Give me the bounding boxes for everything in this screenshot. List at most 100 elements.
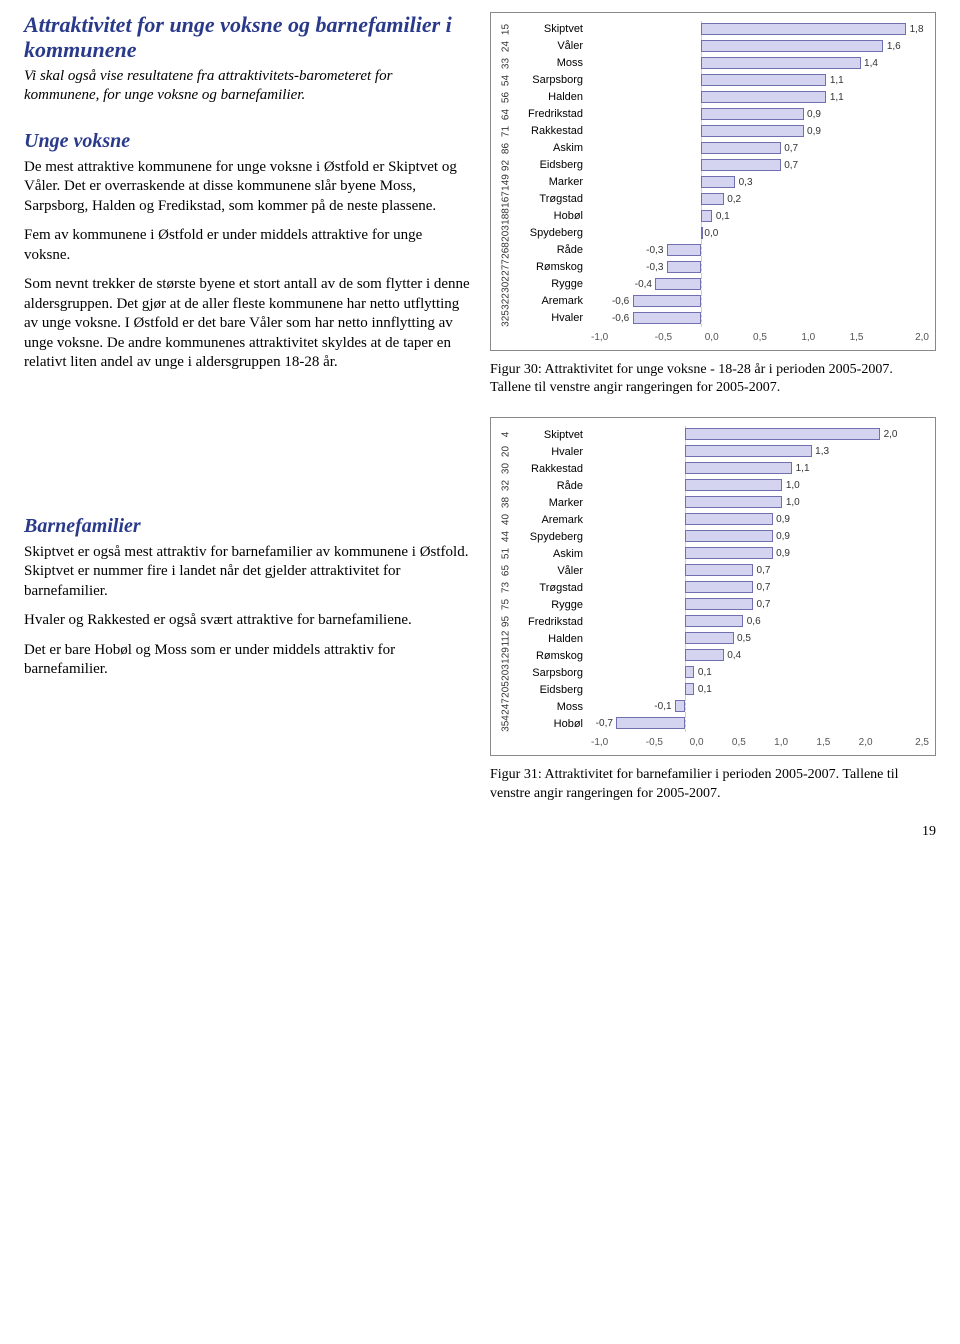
value-label: 1,4 — [864, 57, 878, 70]
axis-tick: -1,0 — [591, 331, 639, 344]
x-axis: -1,0-0,50,00,51,01,52,0 — [591, 331, 929, 344]
category-label: Råde — [515, 243, 587, 257]
fig30-caption: Figur 30: Attraktivitet for unge voksne … — [490, 361, 936, 397]
value-label: 0,3 — [739, 176, 753, 189]
rank-label: 54 — [500, 72, 513, 90]
category-label: Askim — [515, 141, 587, 155]
bar — [701, 142, 781, 154]
bar — [685, 598, 753, 610]
value-label: 0,9 — [807, 125, 821, 138]
chart-row: 302Rygge-0,4 — [497, 276, 929, 293]
chart-row: 33Moss1,4 — [497, 55, 929, 72]
value-label: 1,1 — [830, 74, 844, 87]
page-title: Attraktivitet for unge voksne og barnefa… — [24, 12, 470, 63]
rank-label: 188 — [500, 208, 513, 226]
bar — [701, 125, 804, 137]
chart-row: 188Hobøl 0,1 — [497, 208, 929, 225]
bar — [685, 445, 812, 457]
value-label: 1,8 — [910, 23, 924, 36]
rank-label: 92 — [500, 157, 513, 175]
bar — [685, 632, 734, 644]
bar — [685, 547, 773, 559]
bar — [685, 462, 792, 474]
rank-label: 24 — [500, 38, 513, 56]
axis-tick: -0,5 — [633, 736, 675, 749]
axis-tick: 1,5 — [832, 331, 880, 344]
category-label: Skiptvet — [515, 22, 587, 36]
chart-row: 205Eidsberg0,1 — [497, 681, 929, 698]
bar — [685, 428, 880, 440]
chart-row: 32Råde1,0 — [497, 477, 929, 494]
axis-tick: 0,5 — [736, 331, 784, 344]
bar — [685, 496, 783, 508]
value-label: 0,7 — [757, 564, 771, 577]
bar — [685, 649, 724, 661]
bar — [701, 210, 712, 222]
unge-p1: De mest attraktive kommunene for unge vo… — [24, 158, 470, 217]
category-label: Hobøl — [515, 209, 587, 223]
value-label: 0,7 — [757, 598, 771, 611]
category-label: Hvaler — [515, 311, 587, 325]
rank-label: 71 — [500, 123, 513, 141]
value-label: 0,2 — [727, 193, 741, 206]
category-label: Moss — [515, 56, 587, 70]
chart-row: 56Halden1,1 — [497, 89, 929, 106]
rank-label: 203 — [500, 225, 513, 243]
rank-label: 65 — [500, 562, 513, 580]
chart-row: 24Våler1,6 — [497, 38, 929, 55]
category-label: Fredrikstad — [515, 107, 587, 121]
chart-row: 354Hobøl-0,7 — [497, 715, 929, 732]
value-label: 0,4 — [727, 649, 741, 662]
category-label: Halden — [515, 632, 587, 646]
value-label: 0,9 — [776, 513, 790, 526]
chart-row: 44Spydeberg0,9 — [497, 528, 929, 545]
value-label: 0,9 — [776, 530, 790, 543]
bar — [685, 581, 753, 593]
rank-label: 322 — [500, 293, 513, 311]
category-label: Trøgstad — [515, 192, 587, 206]
chart-row: 54Sarpsborg1,1 — [497, 72, 929, 89]
bar — [685, 564, 753, 576]
category-label: Aremark — [515, 294, 587, 308]
rank-label: 149 — [500, 174, 513, 192]
bar — [701, 193, 724, 205]
rank-label: 4 — [500, 426, 513, 444]
chart-row: 322Aremark -0,6 — [497, 293, 929, 310]
value-label: 1,0 — [786, 496, 800, 509]
x-axis: -1,0-0,50,00,51,01,52,02,5 — [591, 736, 929, 749]
unge-p3: Som nevnt trekker de største byene et st… — [24, 275, 470, 373]
category-label: Våler — [515, 564, 587, 578]
category-label: Eidsberg — [515, 683, 587, 697]
chart-row: 203Spydeberg0,0 — [497, 225, 929, 242]
value-label: 0,5 — [737, 632, 751, 645]
chart-row: 95Fredrikstad0,6 — [497, 613, 929, 630]
value-label: 1,0 — [786, 479, 800, 492]
bar — [685, 615, 744, 627]
value-label: 0,1 — [698, 666, 712, 679]
rank-label: 325 — [500, 310, 513, 328]
category-label: Fredrikstad — [515, 615, 587, 629]
category-label: Spydeberg — [515, 226, 587, 240]
bar — [685, 530, 773, 542]
bar — [633, 295, 701, 307]
bar — [667, 261, 701, 273]
category-label: Rømskog — [515, 260, 587, 274]
bar — [616, 717, 684, 729]
axis-tick: -1,0 — [591, 736, 633, 749]
rank-label: 277 — [500, 259, 513, 277]
rank-label: 112 — [500, 630, 513, 648]
chart-row: 38Marker1,0 — [497, 494, 929, 511]
chart-unge-voksne: 15Skiptvet1,824Våler1,633Moss1,454Sarpsb… — [490, 12, 936, 351]
value-label: 0,1 — [716, 210, 730, 223]
rank-label: 268 — [500, 242, 513, 260]
value-label: 0,1 — [698, 683, 712, 696]
chart-row: 65Våler 0,7 — [497, 562, 929, 579]
bar — [685, 666, 695, 678]
value-label: -0,4 — [635, 278, 652, 291]
chart-row: 325Hvaler-0,6 — [497, 310, 929, 327]
rank-label: 44 — [500, 528, 513, 546]
chart-row: 268Råde-0,3 — [497, 242, 929, 259]
value-label: -0,6 — [612, 295, 629, 308]
rank-label: 64 — [500, 106, 513, 124]
page-number: 19 — [490, 823, 936, 841]
